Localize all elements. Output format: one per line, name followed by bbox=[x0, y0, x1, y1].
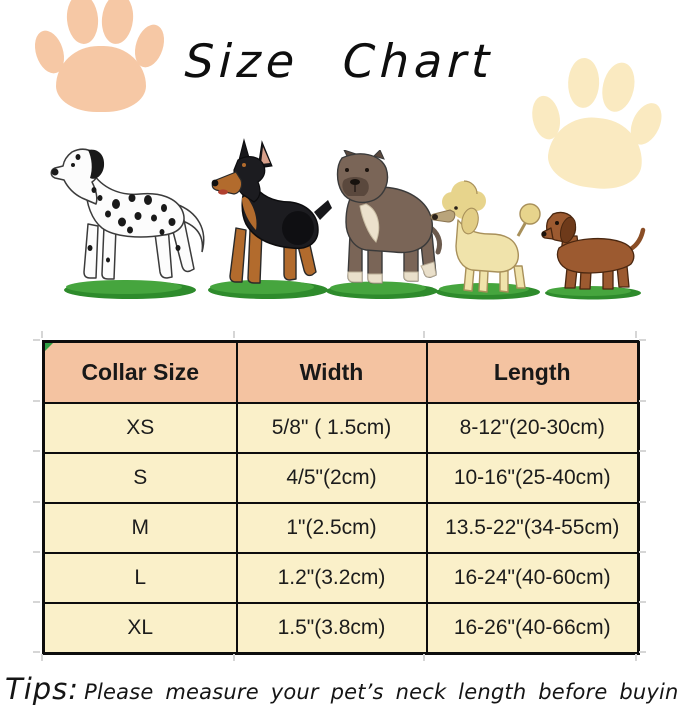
table-row-xs: XS 5/8" ( 1.5cm) 8-12"(20-30cm) bbox=[42, 402, 640, 454]
cell-length: 8-12"(20-30cm) bbox=[425, 402, 640, 454]
dog-poodle-illustration bbox=[430, 180, 541, 300]
column-header-length: Length bbox=[425, 340, 640, 404]
gridline-tick bbox=[639, 601, 646, 603]
dog-dalmatian-illustration bbox=[50, 148, 205, 299]
dog-doberman-illustration bbox=[208, 138, 332, 299]
gridline-tick bbox=[33, 400, 40, 402]
gridline-tick bbox=[33, 450, 40, 452]
gridline-tick bbox=[33, 651, 40, 653]
cell-width: 4/5"(2cm) bbox=[235, 452, 428, 504]
gridline-tick bbox=[233, 654, 235, 661]
table-row-xl: XL 1.5"(3.8cm) 16-26"(40-66cm) bbox=[42, 602, 640, 655]
cell-width: 1"(2.5cm) bbox=[235, 502, 428, 554]
tips-label: Tips: bbox=[5, 672, 80, 706]
table-header-row: Collar Size Width Length bbox=[42, 340, 640, 404]
table-row-m: M 1"(2.5cm) 13.5-22"(34-55cm) bbox=[42, 502, 640, 554]
gridline-tick bbox=[41, 654, 43, 661]
gridline-tick bbox=[635, 654, 637, 661]
gridline-tick bbox=[635, 331, 637, 338]
gridline-tick bbox=[639, 339, 646, 341]
tips-line: Tips: Please measure your pet’s neck len… bbox=[5, 672, 679, 706]
cell-size: S bbox=[42, 452, 238, 504]
dog-pitbull-illustration bbox=[326, 150, 443, 299]
cell-length: 16-26"(40-66cm) bbox=[425, 602, 640, 655]
cell-length: 13.5-22"(34-55cm) bbox=[425, 502, 640, 554]
paw-print-icon bbox=[29, 0, 170, 114]
gridline-tick bbox=[423, 331, 425, 338]
gridline-tick bbox=[33, 551, 40, 553]
gridline-tick bbox=[639, 501, 646, 503]
gridline-tick bbox=[33, 601, 40, 603]
cell-size: XL bbox=[42, 602, 238, 655]
gridline-tick bbox=[639, 400, 646, 402]
size-table: Collar Size Width Length XS 5/8" ( 1.5cm… bbox=[42, 340, 640, 655]
gridline-tick bbox=[33, 501, 40, 503]
excel-corner-marker bbox=[45, 343, 53, 351]
gridline-tick bbox=[233, 331, 235, 338]
tips-text: Please measure your pet’s neck length be… bbox=[84, 680, 679, 704]
cell-width: 5/8" ( 1.5cm) bbox=[235, 402, 428, 454]
dog-illustrations-row bbox=[0, 130, 679, 300]
gridline-tick bbox=[33, 339, 40, 341]
size-table-wrap: Collar Size Width Length XS 5/8" ( 1.5cm… bbox=[42, 340, 640, 655]
cell-length: 16-24"(40-60cm) bbox=[425, 552, 640, 604]
gridline-tick bbox=[639, 651, 646, 653]
table-row-s: S 4/5"(2cm) 10-16"(25-40cm) bbox=[42, 452, 640, 504]
cell-size: M bbox=[42, 502, 238, 554]
gridline-tick bbox=[639, 551, 646, 553]
cell-width: 1.5"(3.8cm) bbox=[235, 602, 428, 655]
dog-dachshund-illustration bbox=[541, 211, 646, 300]
column-header-collar-size: Collar Size bbox=[42, 340, 238, 404]
table-row-l: L 1.2"(3.2cm) 16-24"(40-60cm) bbox=[42, 552, 640, 604]
cell-size: XS bbox=[42, 402, 238, 454]
column-header-width: Width bbox=[235, 340, 428, 404]
gridline-tick bbox=[423, 654, 425, 661]
cell-size: L bbox=[42, 552, 238, 604]
gridline-tick bbox=[41, 331, 43, 338]
cell-length: 10-16"(25-40cm) bbox=[425, 452, 640, 504]
page-title: Size Chart bbox=[183, 34, 496, 88]
cell-width: 1.2"(3.2cm) bbox=[235, 552, 428, 604]
gridline-tick bbox=[639, 450, 646, 452]
